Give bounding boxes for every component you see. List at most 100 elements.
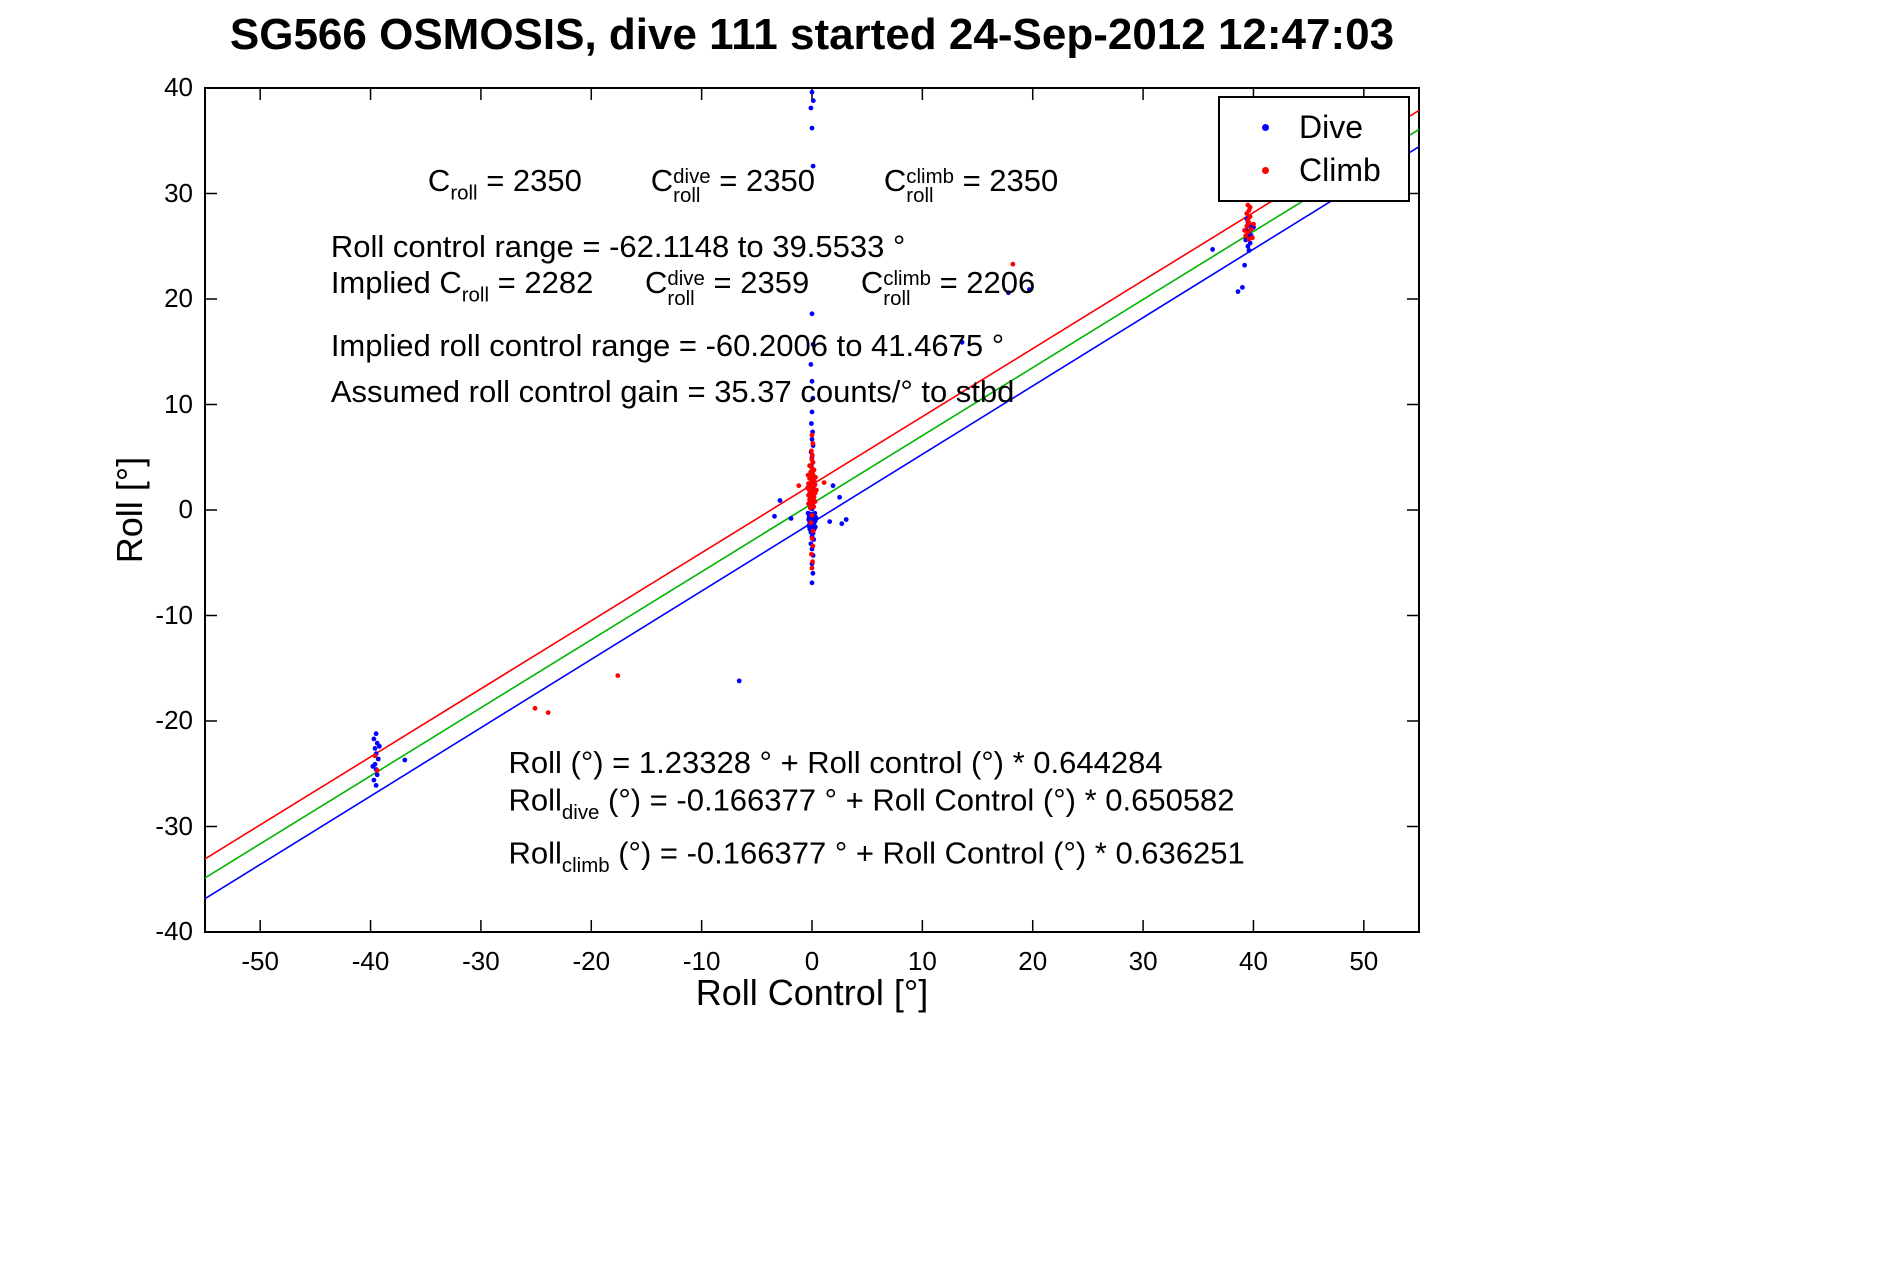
data-point	[1027, 287, 1032, 292]
data-point	[1242, 262, 1247, 268]
data-point	[810, 342, 816, 347]
y-tick-label: 30	[164, 177, 193, 208]
data-point	[1235, 289, 1241, 294]
annotation-segment	[809, 266, 861, 301]
data-point	[809, 565, 815, 571]
annotation-segment: C	[860, 265, 884, 301]
annotation-segment: dive roll	[667, 267, 705, 310]
annotation-segment: roll	[461, 283, 490, 307]
y-tick-label: 40	[164, 72, 193, 102]
data-point	[810, 570, 816, 576]
annotation-segment	[815, 163, 884, 198]
data-point	[372, 746, 378, 751]
x-tick-label: 30	[1128, 946, 1158, 976]
annotation-segment: = 2350	[710, 163, 815, 199]
data-point	[402, 757, 408, 763]
x-tick-label: 10	[907, 946, 937, 976]
data-point	[373, 731, 379, 737]
y-axis-label: Roll [°]	[109, 456, 150, 564]
data-point	[1006, 290, 1011, 296]
x-tick-label: 20	[1018, 946, 1048, 976]
data-point	[1246, 248, 1252, 253]
data-point	[1248, 227, 1254, 232]
data-point	[772, 513, 777, 519]
annotation-segment: climb	[561, 853, 610, 877]
annotation-segment: C	[883, 163, 907, 199]
data-point	[814, 487, 819, 493]
data-point	[812, 482, 818, 488]
data-point	[809, 551, 814, 557]
data-point	[371, 777, 377, 783]
data-point	[809, 580, 815, 586]
data-point	[1251, 221, 1256, 227]
data-point	[812, 499, 818, 504]
annotation-segment: = 2282	[489, 265, 594, 301]
data-point	[615, 673, 621, 678]
data-point	[805, 472, 811, 478]
data-point	[810, 559, 815, 565]
data-point	[809, 378, 815, 384]
annotation-segment: C	[645, 265, 668, 301]
data-point	[830, 483, 836, 489]
annotation-segment: = 2206	[930, 265, 1036, 301]
data-point	[810, 441, 816, 446]
data-point	[375, 756, 381, 762]
data-point	[1010, 261, 1016, 267]
annotation-segment	[582, 163, 651, 198]
data-point	[1210, 247, 1215, 252]
data-point	[545, 710, 551, 715]
data-point	[809, 409, 815, 415]
data-point	[809, 89, 815, 95]
annotation-segment: = 2350	[953, 163, 1059, 199]
data-point	[1242, 228, 1247, 233]
data-point	[372, 753, 378, 759]
data-point	[813, 474, 818, 480]
y-tick-label: -40	[155, 916, 193, 946]
data-point	[805, 485, 810, 491]
data-point	[839, 521, 845, 527]
data-point	[777, 498, 783, 503]
data-point	[377, 743, 382, 749]
data-point	[810, 528, 816, 534]
annotation-segment: climb roll	[906, 165, 954, 208]
annotation-segment: climb roll	[883, 267, 931, 310]
data-point	[809, 536, 815, 541]
series-climb	[372, 202, 1256, 773]
x-tick-label: -50	[241, 946, 279, 976]
data-point	[1240, 285, 1245, 290]
data-point	[371, 736, 377, 742]
x-tick-label: 0	[804, 946, 820, 976]
data-point	[1244, 211, 1250, 216]
data-point	[808, 520, 814, 526]
data-point	[821, 480, 827, 485]
anno-assumed-gain: Assumed roll control gain = 35.37 counts…	[331, 374, 1015, 409]
data-point	[808, 362, 814, 367]
legend-entry-dive: Dive	[1220, 109, 1408, 146]
legend-label: Dive	[1299, 109, 1364, 145]
x-axis-label: Roll Control [°]	[695, 972, 929, 1013]
data-point	[788, 516, 794, 521]
data-point	[796, 483, 802, 489]
y-tick-label: 10	[164, 388, 193, 419]
y-tick-label: -10	[155, 599, 193, 630]
data-point	[843, 517, 849, 522]
anno-fit-overall: Roll (°) = 1.23328 ° + Roll control (°) …	[509, 746, 1163, 780]
data-point	[837, 494, 842, 500]
data-point	[807, 505, 813, 511]
annotation-segment: Roll (°) = 1.23328 ° + Roll control (°) …	[508, 745, 1163, 781]
data-point	[374, 768, 380, 773]
data-point	[1245, 202, 1251, 208]
x-tick-label: -40	[351, 946, 390, 976]
data-point	[374, 772, 380, 778]
data-point	[827, 519, 833, 524]
annotation-segment: dive	[561, 801, 600, 825]
data-point	[809, 452, 815, 458]
x-tick-label: 50	[1349, 946, 1379, 976]
annotation-segment: Implied roll control range = -60.2006 to…	[330, 328, 1005, 364]
annotation-segment: (°) = -0.166377 ° + Roll Control (°) * 0…	[609, 835, 1245, 871]
x-tick-label: -10	[682, 946, 721, 976]
annotation-segment: Roll control range = -62.1148 to 39.5533…	[330, 229, 906, 265]
